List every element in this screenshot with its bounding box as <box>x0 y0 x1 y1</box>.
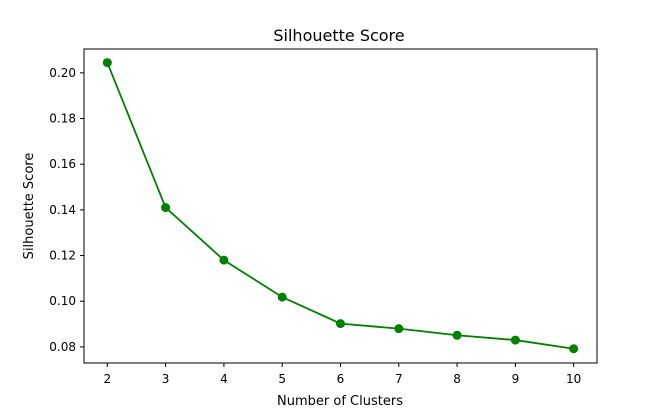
y-tick-label-0.20: 0.20 <box>49 66 76 80</box>
series-line-0 <box>106 62 574 350</box>
x-tick-label-4: 4 <box>220 372 228 386</box>
x-tick-label-7: 7 <box>395 372 403 386</box>
data-point-10 <box>569 344 579 354</box>
chart-title: Silhouette Score <box>273 26 404 45</box>
x-tick-label-2: 2 <box>103 372 111 386</box>
y-tick-label-0.12: 0.12 <box>49 249 76 263</box>
data-point-4 <box>219 255 229 265</box>
data-point-3 <box>161 203 171 213</box>
x-tick-label-9: 9 <box>512 372 520 386</box>
y-axis-label: Silhouette Score <box>22 153 37 260</box>
y-tick-label-0.16: 0.16 <box>49 157 76 171</box>
x-tick-label-8: 8 <box>453 372 461 386</box>
x-tick-label-10: 10 <box>566 372 581 386</box>
y-tick-label-0.10: 0.10 <box>49 294 76 308</box>
plot-frame <box>83 48 598 364</box>
data-point-6 <box>336 319 345 329</box>
y-tick-label-0.08: 0.08 <box>49 340 76 354</box>
x-tick-label-6: 6 <box>337 372 345 386</box>
x-tick-label-3: 3 <box>162 372 170 386</box>
plot-area <box>102 58 579 354</box>
data-point-8 <box>452 330 462 340</box>
data-point-5 <box>277 292 287 302</box>
y-tick-label-0.18: 0.18 <box>49 112 76 126</box>
data-point-9 <box>510 335 520 345</box>
x-tick-label-5: 5 <box>278 372 286 386</box>
data-point-2 <box>102 58 112 68</box>
y-tick-label-0.14: 0.14 <box>49 203 76 217</box>
x-axis-label: Number of Clusters <box>277 394 403 408</box>
data-point-7 <box>394 324 404 334</box>
